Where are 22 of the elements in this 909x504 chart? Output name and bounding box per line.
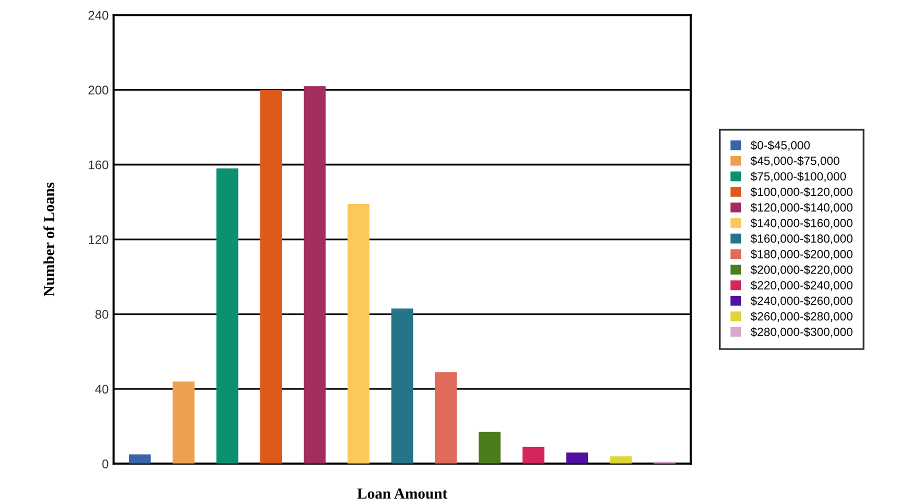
legend-label: $280,000-$300,000	[750, 327, 852, 338]
legend-label: $140,000-$160,000	[750, 218, 852, 229]
x-axis-title: Loan Amount	[357, 488, 448, 499]
y-tick-label: 120	[88, 235, 108, 244]
legend-label: $240,000-$260,000	[750, 296, 852, 306]
legend-label: $120,000-$140,000	[750, 202, 852, 214]
y-axis-title: Number of Loans	[43, 182, 54, 296]
legend-label: $180,000-$200,000	[750, 249, 852, 260]
y-tick-label: 40	[95, 384, 108, 394]
legend-label: $160,000-$180,000	[750, 234, 852, 244]
legend-label: $260,000-$280,000	[750, 312, 852, 322]
legend-label: $0-$45,000	[750, 140, 810, 151]
y-tick-label: 80	[95, 310, 108, 319]
y-tick-label: 160	[88, 160, 108, 170]
legend-label: $200,000-$220,000	[750, 265, 852, 276]
y-tick-label: 0	[102, 459, 108, 468]
legend-label: $45,000-$75,000	[750, 156, 840, 166]
y-tick-label: 200	[88, 86, 108, 95]
legend-label: $75,000-$100,000	[750, 172, 846, 182]
legend-label: $220,000-$240,000	[750, 280, 852, 291]
y-tick-label: 240	[88, 10, 108, 20]
legend-label: $100,000-$120,000	[750, 187, 852, 198]
